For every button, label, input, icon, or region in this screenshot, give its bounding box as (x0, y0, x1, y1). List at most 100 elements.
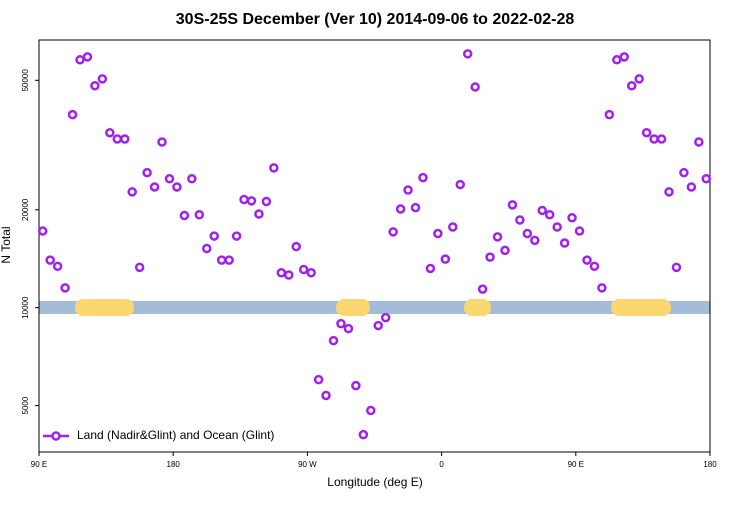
point (492, 232, 503, 242)
legend-marker (51, 431, 61, 441)
point (321, 390, 331, 401)
point (351, 380, 361, 391)
chart-title: 30S-25S December (Ver 10) 2014-09-06 to … (176, 11, 575, 28)
point (343, 323, 354, 334)
point (425, 263, 436, 274)
x-tick-label: 90 E (568, 460, 584, 469)
point (582, 255, 592, 265)
x-tick-label: 0 (439, 460, 444, 469)
land-strip (336, 299, 370, 316)
point (149, 182, 160, 192)
point (67, 109, 78, 120)
land-strip (464, 299, 491, 316)
point (634, 74, 644, 84)
x-tick-label: 180 (703, 460, 717, 469)
point (127, 187, 137, 197)
point (544, 210, 555, 220)
point (291, 241, 301, 252)
point (142, 167, 152, 178)
point (358, 429, 369, 440)
point (641, 127, 652, 138)
point (284, 270, 294, 280)
point (515, 215, 525, 225)
land-strip (611, 299, 671, 316)
point (612, 55, 622, 65)
point (485, 252, 495, 262)
point (172, 182, 182, 192)
y-tick-label: 20000 (21, 198, 30, 221)
point (179, 210, 190, 221)
point (231, 231, 242, 241)
point (679, 167, 689, 178)
point (567, 212, 577, 223)
point (589, 261, 600, 272)
point (97, 74, 108, 84)
point (276, 268, 287, 278)
point (336, 318, 346, 329)
point (522, 228, 533, 239)
x-tick-label: 90 E (31, 460, 47, 469)
point (380, 312, 391, 323)
point (216, 255, 227, 265)
point (649, 134, 659, 144)
point (507, 200, 518, 210)
y-tick-label: 5000 (21, 396, 30, 414)
point (60, 283, 70, 293)
y-tick-label: 10000 (21, 296, 30, 319)
point (500, 245, 510, 256)
point (656, 134, 667, 144)
land-strip (75, 299, 134, 316)
point (395, 204, 406, 214)
point (470, 82, 480, 92)
point (202, 243, 212, 254)
point (671, 262, 682, 273)
point (373, 320, 383, 331)
point (537, 205, 547, 216)
point (90, 81, 100, 91)
point (164, 174, 175, 184)
y-tick-label: 50000 (21, 69, 30, 92)
point (597, 283, 607, 293)
point (604, 109, 615, 120)
point (105, 127, 115, 138)
point (455, 179, 465, 190)
point (448, 222, 458, 232)
point (418, 172, 428, 183)
point (574, 226, 585, 236)
point (45, 255, 55, 265)
point (298, 264, 309, 275)
point (619, 52, 630, 62)
point (403, 185, 413, 195)
point (664, 187, 674, 197)
x-tick-label: 90 W (298, 460, 317, 469)
point (82, 52, 93, 62)
point (701, 174, 712, 184)
point (328, 335, 339, 346)
point (313, 374, 324, 385)
point (410, 202, 421, 213)
point (559, 238, 570, 248)
point (462, 49, 473, 59)
point (134, 262, 145, 273)
x-axis-label: Longitude (deg E) (327, 475, 422, 489)
ocean-strip (39, 301, 710, 314)
point (254, 209, 264, 219)
point (37, 226, 48, 236)
plot-frame (38, 39, 711, 453)
point (239, 194, 249, 205)
point (112, 134, 123, 144)
y-axis-label: N Total (0, 226, 13, 263)
point (52, 261, 63, 272)
point (246, 196, 257, 206)
point (477, 284, 488, 294)
point (194, 210, 205, 220)
point (224, 255, 234, 265)
point (187, 174, 197, 184)
point (75, 55, 85, 65)
point (209, 231, 219, 241)
point (686, 182, 697, 192)
point (366, 405, 376, 416)
point (530, 235, 540, 246)
x-tick-label: 180 (167, 460, 181, 469)
